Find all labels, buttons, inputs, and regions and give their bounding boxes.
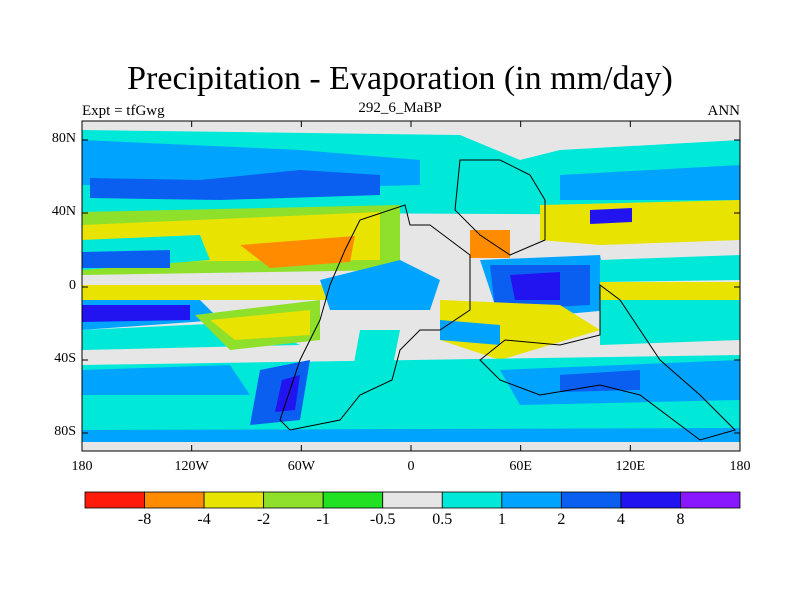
colorbar-label: 0.5 — [432, 511, 453, 528]
experiment-label: Expt = tfGwg — [82, 103, 165, 119]
colorbar-label: -1 — [316, 511, 330, 528]
x-tick-label: 60W — [287, 459, 315, 474]
colorbar-label: 2 — [557, 511, 566, 528]
colorbar-label: -0.5 — [370, 511, 396, 528]
x-tick-label: 0 — [407, 459, 415, 474]
x-tick-label: 120W — [174, 459, 209, 474]
colorbar-label: 1 — [497, 511, 506, 528]
colorbar-swatch — [560, 491, 622, 509]
continent-outline — [279, 204, 471, 431]
colorbar-label: -8 — [137, 511, 152, 528]
colorbar-label: 4 — [616, 511, 625, 528]
colorbar-swatch — [144, 491, 205, 509]
colorbar-swatch — [382, 491, 443, 509]
colorbar-swatch — [84, 491, 145, 509]
map-field — [82, 121, 740, 451]
x-tick-label: 60E — [509, 459, 532, 474]
colorbar-swatch — [263, 491, 324, 509]
x-tick-label: 120E — [615, 459, 646, 474]
colorbar-swatch — [203, 491, 265, 509]
colorbar-label: 8 — [676, 511, 685, 528]
y-tick-label: 0 — [69, 278, 76, 293]
season-label: ANN — [707, 103, 741, 119]
colorbar-swatch — [501, 491, 562, 509]
tick-marks — [81, 121, 741, 451]
y-tick-label: 40S — [54, 351, 76, 366]
colorbar-swatch — [441, 491, 503, 509]
colorbar-swatch — [322, 491, 384, 509]
colorbar-label: -2 — [256, 511, 271, 528]
continent-outline — [454, 159, 546, 256]
x-tick-label: 180 — [71, 459, 93, 474]
chart-title: Precipitation - Evaporation (in mm/day) — [127, 60, 673, 97]
y-tick-label: 80S — [54, 424, 76, 439]
colorbar-swatch — [620, 491, 681, 509]
continent-outline — [479, 284, 736, 441]
colorbar-swatch — [680, 491, 741, 509]
x-tick-label: 180 — [729, 459, 751, 474]
colorbar-label: -4 — [197, 511, 211, 528]
center-label: 292_6_MaBP — [358, 100, 442, 116]
y-tick-label: 40N — [51, 204, 76, 219]
y-tick-label: 80N — [51, 131, 76, 146]
